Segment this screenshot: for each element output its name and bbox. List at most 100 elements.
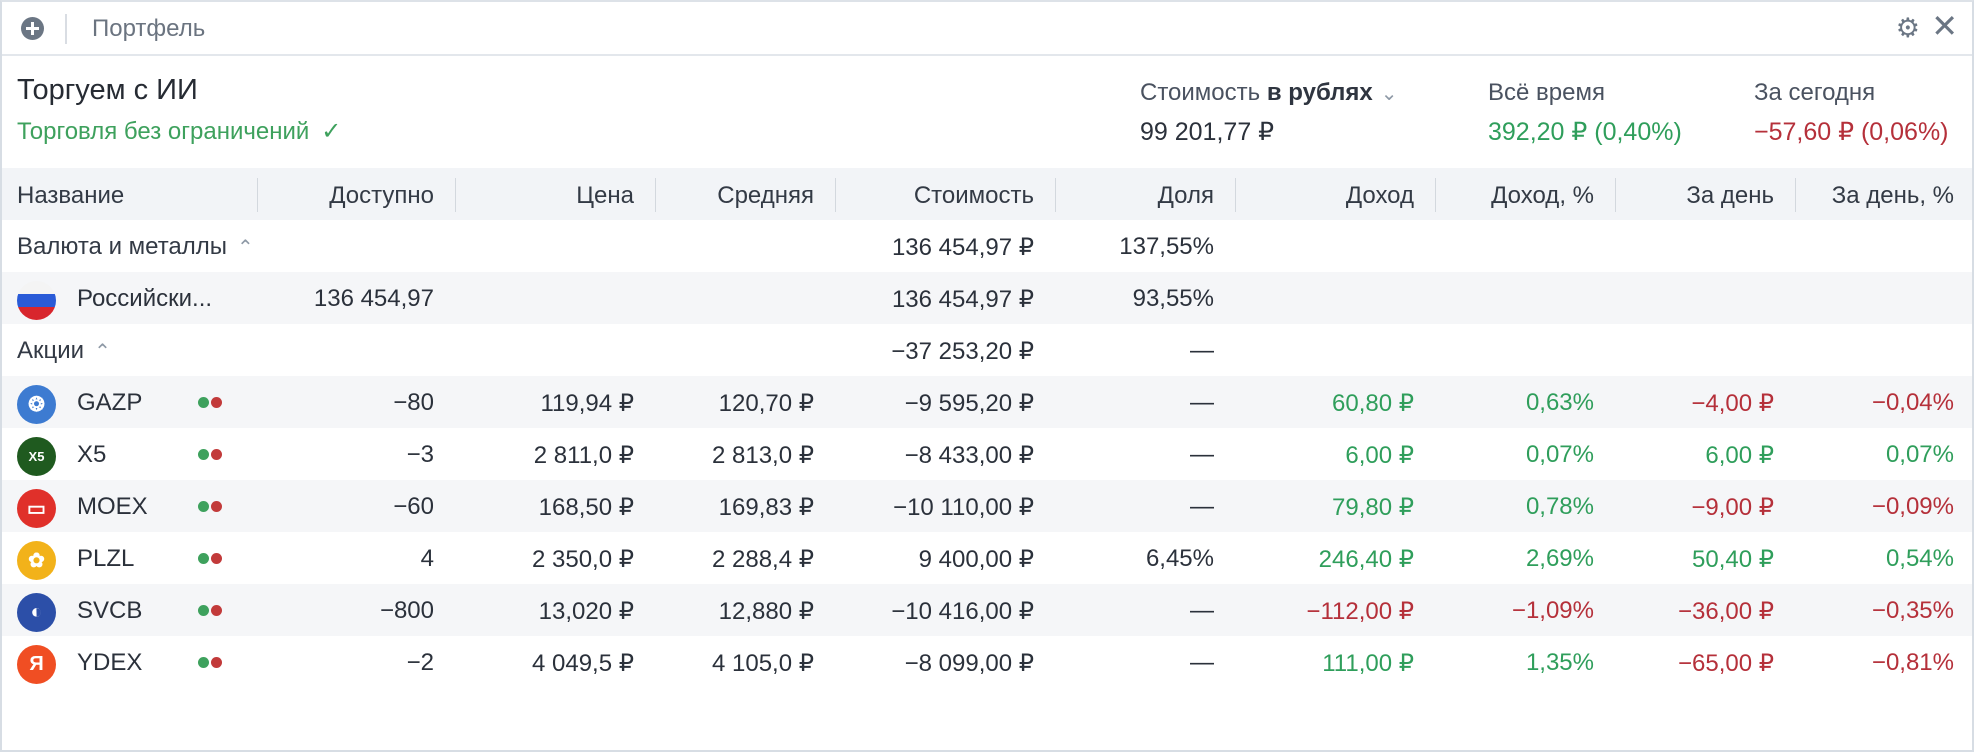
income-pct: 2,69% xyxy=(1525,545,1594,572)
income-pct: 0,78% xyxy=(1525,493,1594,520)
value: −8 433,00 ₽ xyxy=(904,442,1034,469)
group-name: Валюта и металлы ⌃ xyxy=(17,233,254,261)
plus-circle-icon[interactable] xyxy=(21,17,44,40)
table-row[interactable]: Я YDEX −2 4 049,5 ₽ 4 105,0 ₽ −8 099,00 ₽ — 111… xyxy=(2,636,1972,688)
ticker: PLZL xyxy=(77,545,135,572)
group-name: Акции ⌃ xyxy=(17,337,111,365)
value-currency-selector[interactable]: Стоимость в рублях ⌄ xyxy=(1140,79,1398,107)
group-share: 137,55% xyxy=(1119,233,1214,260)
table-row[interactable]: ◐ SVCB −800 13,020 ₽ 12,880 ₽ −10 416,00 ₽ — −1… xyxy=(2,584,1972,636)
col-share[interactable]: Доля xyxy=(1157,182,1214,209)
column-divider[interactable] xyxy=(1055,178,1056,212)
available: −800 xyxy=(379,597,434,624)
income-pct: −1,09% xyxy=(1511,597,1594,624)
trading-status-text: Торговля без ограничений xyxy=(17,118,310,145)
table-row[interactable]: ✿ PLZL 4 2 350,0 ₽ 2 288,4 ₽ 9 400,00 ₽ 6,45% 2… xyxy=(2,532,1972,584)
income-pct: 0,07% xyxy=(1525,441,1594,468)
portfolio-name: Торгуем с ИИ xyxy=(17,74,198,106)
day: −4,00 ₽ xyxy=(1691,390,1774,417)
group-value: −37 253,20 ₽ xyxy=(891,338,1034,365)
column-divider[interactable] xyxy=(257,178,258,212)
chevron-up-icon[interactable]: ⌃ xyxy=(94,341,111,363)
day-pct: −0,09% xyxy=(1871,493,1954,520)
avg: 2 813,0 ₽ xyxy=(711,442,814,469)
alltime-label: Всё время xyxy=(1488,79,1605,106)
col-income-pct[interactable]: Доход, % xyxy=(1491,182,1594,209)
group-row-stocks[interactable]: Акции ⌃ −37 253,20 ₽ — xyxy=(2,324,1972,376)
yandex-logo-icon: Я xyxy=(17,645,56,684)
value: 136 454,97 ₽ xyxy=(891,286,1034,313)
day-pct: −0,04% xyxy=(1871,389,1954,416)
share: 6,45% xyxy=(1145,545,1214,572)
group-value: 136 454,97 ₽ xyxy=(891,234,1034,261)
group-row-currency[interactable]: Валюта и металлы ⌃ 136 454,97 ₽ 137,55% xyxy=(2,220,1972,272)
group-share: — xyxy=(1190,337,1214,364)
price: 2 350,0 ₽ xyxy=(531,546,634,573)
day-pct: 0,54% xyxy=(1885,545,1954,572)
income: 60,80 ₽ xyxy=(1332,390,1414,417)
gazprom-logo-icon: ❂ xyxy=(17,385,56,424)
share: — xyxy=(1190,597,1214,624)
market-status-icon xyxy=(198,501,226,513)
day-pct: −0,35% xyxy=(1871,597,1954,624)
gear-icon[interactable]: ⚙ xyxy=(1895,13,1920,43)
x5-logo-icon: X5 xyxy=(17,437,56,476)
day: −65,00 ₽ xyxy=(1677,650,1774,677)
avg: 2 288,4 ₽ xyxy=(711,546,814,573)
col-day[interactable]: За день xyxy=(1686,182,1774,209)
available: −80 xyxy=(393,389,434,416)
price: 119,94 ₽ xyxy=(540,390,634,417)
income-pct: 1,35% xyxy=(1525,649,1594,676)
table-row[interactable]: X5 X5 −3 2 811,0 ₽ 2 813,0 ₽ −8 433,00 ₽ — 6,00… xyxy=(2,428,1972,480)
market-status-icon xyxy=(198,605,226,617)
column-divider[interactable] xyxy=(455,178,456,212)
table-row[interactable]: ▭ MOEX −60 168,50 ₽ 169,83 ₽ −10 110,00 ₽ — 79,… xyxy=(2,480,1972,532)
column-divider[interactable] xyxy=(835,178,836,212)
column-divider[interactable] xyxy=(1435,178,1436,212)
sovcombank-logo-icon: ◐ xyxy=(17,593,56,632)
day: 50,40 ₽ xyxy=(1692,546,1774,573)
table-row[interactable]: Российски... 136 454,97 136 454,97 ₽ 93,… xyxy=(2,272,1972,324)
day: −9,00 ₽ xyxy=(1691,494,1774,521)
day: −36,00 ₽ xyxy=(1677,598,1774,625)
available: −60 xyxy=(393,493,434,520)
russia-flag-icon xyxy=(17,281,56,320)
avg: 12,880 ₽ xyxy=(718,598,814,625)
window-title: Портфель xyxy=(92,15,206,42)
ticker: X5 xyxy=(77,441,107,468)
market-status-icon xyxy=(198,449,226,461)
value-label: Стоимость xyxy=(1140,79,1261,106)
divider xyxy=(65,14,67,44)
group-name-text: Валюта и металлы xyxy=(17,233,228,260)
income: 6,00 ₽ xyxy=(1345,442,1414,469)
close-icon[interactable]: ✕ xyxy=(1931,8,1958,44)
column-divider[interactable] xyxy=(1235,178,1236,212)
ticker: MOEX xyxy=(77,493,148,520)
value: −10 110,00 ₽ xyxy=(893,494,1034,521)
col-price[interactable]: Цена xyxy=(576,182,634,209)
ticker: GAZP xyxy=(77,389,143,416)
group-name-text: Акции xyxy=(17,337,85,364)
col-day-pct[interactable]: За день, % xyxy=(1831,182,1954,209)
column-divider[interactable] xyxy=(655,178,656,212)
value: −10 416,00 ₽ xyxy=(891,598,1034,625)
column-divider[interactable] xyxy=(1615,178,1616,212)
column-divider[interactable] xyxy=(1795,178,1796,212)
day-pct: 0,07% xyxy=(1885,441,1954,468)
price: 168,50 ₽ xyxy=(538,494,634,521)
value: 9 400,00 ₽ xyxy=(918,546,1034,573)
income: 111,00 ₽ xyxy=(1322,650,1414,677)
col-available[interactable]: Доступно xyxy=(329,182,434,209)
income-pct: 0,63% xyxy=(1525,389,1594,416)
col-avg[interactable]: Средняя xyxy=(717,182,814,209)
col-value[interactable]: Стоимость xyxy=(913,182,1034,209)
col-name[interactable]: Название xyxy=(17,182,125,209)
chevron-up-icon[interactable]: ⌃ xyxy=(237,237,254,259)
table-row[interactable]: ❂ GAZP −80 119,94 ₽ 120,70 ₽ −9 595,20 ₽ — 60,8… xyxy=(2,376,1972,428)
table-header: Название Доступно Цена Средняя Стоимость… xyxy=(2,168,1972,220)
income: 246,40 ₽ xyxy=(1318,546,1414,573)
market-status-icon xyxy=(198,553,226,565)
col-income[interactable]: Доход xyxy=(1345,182,1414,209)
ticker: SVCB xyxy=(77,597,143,624)
value: −9 595,20 ₽ xyxy=(904,390,1034,417)
